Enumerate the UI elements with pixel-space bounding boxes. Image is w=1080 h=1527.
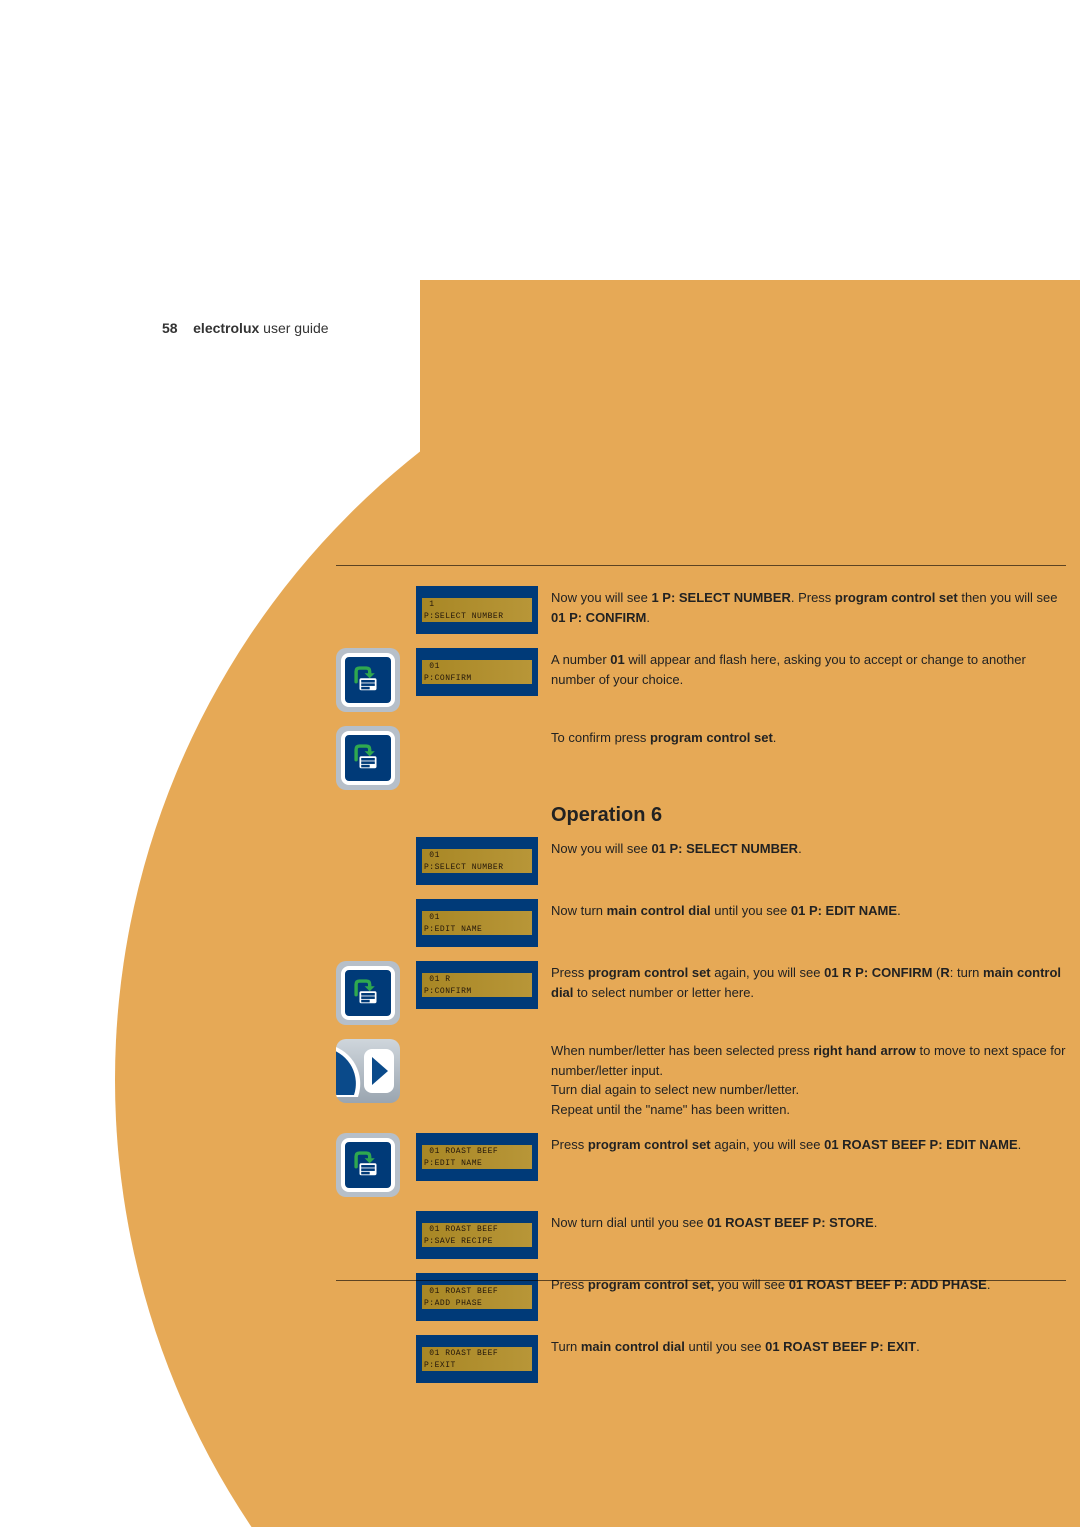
- display-column: 1 P:SELECT NUMBER: [416, 586, 551, 634]
- lcd-line1: 01: [424, 662, 440, 671]
- text-column: Now turn dial until you see 01 ROAST BEE…: [551, 1211, 1066, 1233]
- lcd-line2: P:ADD PHASE: [424, 1299, 482, 1308]
- lcd-line1: 01 R: [424, 975, 451, 984]
- instruction-text: Turn main control dial until you see 01 …: [551, 1337, 1066, 1357]
- instruction-text: Now turn dial until you see 01 ROAST BEE…: [551, 1213, 1066, 1233]
- text-column: Turn main control dial until you see 01 …: [551, 1335, 1066, 1357]
- lcd-line2: P:CONFIRM: [424, 987, 472, 996]
- display-column: 01 ROAST BEEF P:EXIT: [416, 1335, 551, 1383]
- text-column: Now you will see 1 P: SELECT NUMBER. Pre…: [551, 586, 1066, 627]
- lcd-line2: P:EDIT NAME: [424, 925, 482, 934]
- lcd-display: 01 R P:CONFIRM: [416, 961, 538, 1009]
- lcd-line1: 01 ROAST BEEF: [424, 1287, 498, 1296]
- instruction-text: Press program control set again, you wil…: [551, 963, 1066, 1002]
- display-column: 01 R P:CONFIRM: [416, 961, 551, 1009]
- display-column: 01 P:CONFIRM: [416, 648, 551, 696]
- bottom-rule: [336, 1280, 1066, 1281]
- lcd-display: 01 ROAST BEEF P:SAVE RECIPE: [416, 1211, 538, 1259]
- instruction-row: 01 P:SELECT NUMBER Now you will see 01 P: …: [336, 837, 1066, 885]
- lcd-line1: 01: [424, 913, 440, 922]
- text-column: To confirm press program control set.: [551, 726, 1066, 748]
- instruction-row: When number/letter has been selected pre…: [336, 1039, 1066, 1119]
- instruction-text: Now you will see 1 P: SELECT NUMBER. Pre…: [551, 588, 1066, 627]
- lcd-line1: 01 ROAST BEEF: [424, 1225, 498, 1234]
- instruction-text: Now you will see 01 P: SELECT NUMBER.: [551, 839, 1066, 859]
- program-control-set-icon: [336, 726, 400, 790]
- instruction-row: 01 ROAST BEEF P:EDIT NAME Press program co…: [336, 1133, 1066, 1197]
- icon-column: [336, 648, 416, 712]
- display-column: 01 P:EDIT NAME: [416, 899, 551, 947]
- right-arrow-icon: [336, 1039, 400, 1103]
- instruction-row: 01 ROAST BEEF P:SAVE RECIPE Now turn dial …: [336, 1211, 1066, 1259]
- brand-name: electrolux: [193, 320, 259, 336]
- lcd-line2: P:SELECT NUMBER: [424, 612, 504, 621]
- instruction-text: A number 01 will appear and flash here, …: [551, 650, 1066, 689]
- instruction-text: To confirm press program control set.: [551, 728, 1066, 748]
- section-title: Operation 6: [551, 804, 1066, 827]
- instruction-row: 01 P:CONFIRM A number 01 will appear and f…: [336, 648, 1066, 712]
- lcd-line1: 01 ROAST BEEF: [424, 1349, 498, 1358]
- instruction-text: Press program control set again, you wil…: [551, 1135, 1066, 1155]
- instruction-row: 01 R P:CONFIRM Press program control set a…: [336, 961, 1066, 1025]
- icon-column: [336, 961, 416, 1025]
- instruction-row: 01 ROAST BEEF P:EXIT Turn main control dia…: [336, 1335, 1066, 1383]
- text-column: Press program control set again, you wil…: [551, 961, 1066, 1002]
- instruction-row: To confirm press program control set.: [336, 726, 1066, 790]
- icon-column: [336, 1039, 416, 1103]
- text-column: Now turn main control dial until you see…: [551, 899, 1066, 921]
- lcd-display: 01 ROAST BEEF P:EXIT: [416, 1335, 538, 1383]
- lcd-line2: P:SAVE RECIPE: [424, 1237, 493, 1246]
- icon-column: [336, 726, 416, 790]
- instruction-row: 1 P:SELECT NUMBER Now you will see 1 P: SE…: [336, 586, 1066, 634]
- instruction-text: Now turn main control dial until you see…: [551, 901, 1066, 921]
- content-area: 1 P:SELECT NUMBER Now you will see 1 P: SE…: [336, 565, 1066, 1397]
- program-control-set-icon: [336, 1133, 400, 1197]
- page-header: 58 electrolux user guide: [162, 320, 329, 336]
- display-column: 01 ROAST BEEF P:EDIT NAME: [416, 1133, 551, 1181]
- text-column: A number 01 will appear and flash here, …: [551, 648, 1066, 689]
- text-column: Now you will see 01 P: SELECT NUMBER.: [551, 837, 1066, 859]
- program-control-set-icon: [336, 961, 400, 1025]
- icon-column: [336, 1133, 416, 1197]
- lcd-display: 01 ROAST BEEF P:EDIT NAME: [416, 1133, 538, 1181]
- text-column: When number/letter has been selected pre…: [551, 1039, 1066, 1119]
- lcd-line2: P:SELECT NUMBER: [424, 863, 504, 872]
- lcd-line1: 01: [424, 851, 440, 860]
- instruction-row: 01 P:EDIT NAME Now turn main control dial …: [336, 899, 1066, 947]
- instruction-text: Press program control set, you will see …: [551, 1275, 1066, 1295]
- page-number: 58: [162, 320, 178, 336]
- manual-page: 58 electrolux user guide 1 P:SELECT NUMBE…: [0, 0, 1080, 1527]
- lcd-display: 01 P:CONFIRM: [416, 648, 538, 696]
- lcd-line1: 01 ROAST BEEF: [424, 1147, 498, 1156]
- lcd-display: 01 P:EDIT NAME: [416, 899, 538, 947]
- lcd-display: 1 P:SELECT NUMBER: [416, 586, 538, 634]
- lcd-line2: P:EXIT: [424, 1361, 456, 1370]
- instruction-text: When number/letter has been selected pre…: [551, 1041, 1066, 1119]
- display-column: 01 ROAST BEEF P:SAVE RECIPE: [416, 1211, 551, 1259]
- text-column: Press program control set again, you wil…: [551, 1133, 1066, 1155]
- display-column: 01 P:SELECT NUMBER: [416, 837, 551, 885]
- text-column: Press program control set, you will see …: [551, 1273, 1066, 1295]
- lcd-line1: 1: [424, 600, 435, 609]
- lcd-line2: P:EDIT NAME: [424, 1159, 482, 1168]
- lcd-display: 01 P:SELECT NUMBER: [416, 837, 538, 885]
- program-control-set-icon: [336, 648, 400, 712]
- guide-label: user guide: [259, 320, 328, 336]
- lcd-line2: P:CONFIRM: [424, 674, 472, 683]
